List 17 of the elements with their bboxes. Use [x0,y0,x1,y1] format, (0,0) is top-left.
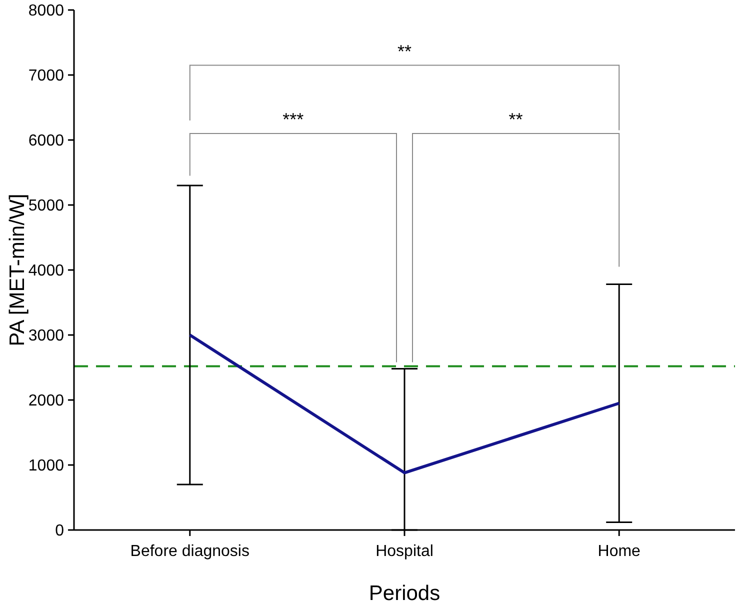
y-tick-label: 0 [55,522,64,540]
y-tick-label: 8000 [28,2,64,20]
x-axis-title: Periods [368,582,440,605]
y-tick-label: 1000 [28,458,64,475]
y-tick-label: 7000 [28,68,64,85]
annotation: ** [508,110,523,130]
annotation: ** [397,41,412,62]
x-tick-label: Before diagnosis [130,543,250,560]
y-tick-label: 5000 [28,198,64,215]
y-tick-label: 4000 [28,262,64,280]
y-tick-label: 6000 [28,132,64,150]
y-axis-title: PA [MET-min/W] [6,194,29,346]
x-tick-label: Hospital [376,543,434,560]
y-tick-label: 2000 [28,392,64,410]
x-tick-label: Home [598,543,641,560]
annotation: *** [282,110,304,130]
y-tick-label: 3000 [28,328,64,345]
